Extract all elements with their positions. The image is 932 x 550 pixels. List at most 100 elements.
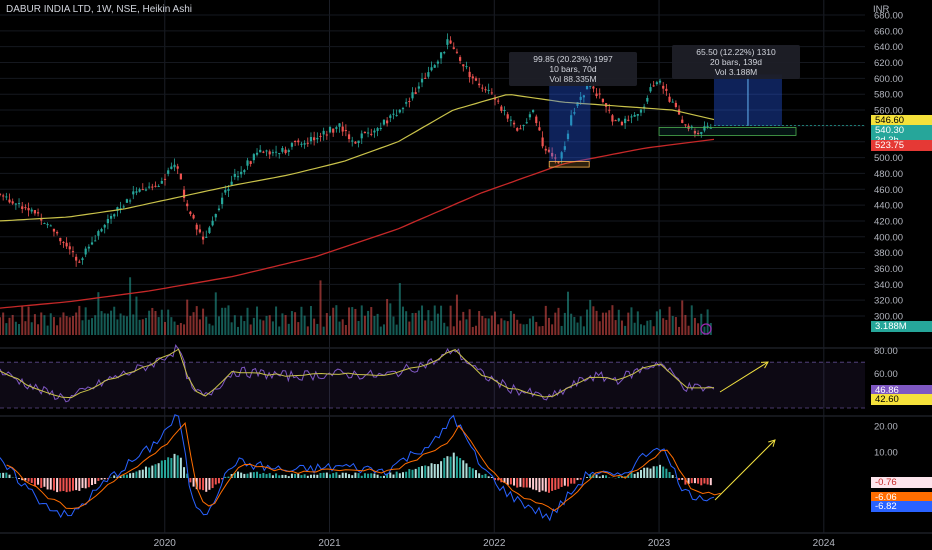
candle-body xyxy=(163,178,167,180)
candle-body xyxy=(395,115,398,117)
candle-body xyxy=(14,203,17,205)
volume-bar xyxy=(649,320,652,335)
candle-body xyxy=(100,229,103,232)
candle-body xyxy=(585,83,589,90)
macd-histogram-bar xyxy=(341,472,344,478)
candle-body xyxy=(208,227,211,233)
volume-bar xyxy=(106,313,109,335)
candle-body xyxy=(392,113,395,115)
candle-body xyxy=(497,100,500,102)
volume-bar xyxy=(306,326,309,335)
candle-body xyxy=(97,231,100,236)
volume-bar xyxy=(468,309,471,335)
candle-body xyxy=(535,116,538,124)
macd-histogram-bar xyxy=(519,478,522,487)
volume-bar xyxy=(24,321,27,335)
macd-histogram-bar xyxy=(116,476,119,478)
macd-histogram-bar xyxy=(601,475,604,478)
price-tick-label: 440.00 xyxy=(874,201,903,212)
measure-1-change: 99.85 (20.23%) 1997 xyxy=(533,54,613,64)
volume-bar xyxy=(573,316,576,335)
candle-body xyxy=(214,213,217,218)
volume-bar xyxy=(87,319,90,335)
volume-bar xyxy=(192,312,195,335)
candle-body xyxy=(328,127,332,133)
candle-body xyxy=(27,208,30,211)
macd-signal-badge: -6.06 xyxy=(871,492,932,503)
macd-histogram-bar xyxy=(281,474,284,478)
candle-body xyxy=(40,218,43,221)
candle-body xyxy=(389,115,392,118)
volume-bar xyxy=(8,317,11,335)
candle-body xyxy=(141,189,144,191)
macd-histogram-bar xyxy=(354,472,357,478)
macd-histogram-bar xyxy=(665,468,668,478)
candle-body xyxy=(71,251,75,253)
volume-bar xyxy=(557,307,560,335)
macd-histogram-bar xyxy=(5,472,8,478)
macd-histogram-bar xyxy=(186,473,189,478)
macd-histogram-bar xyxy=(40,478,43,488)
volume-bar xyxy=(287,323,290,335)
macd-histogram-bar xyxy=(376,474,379,478)
macd-histogram-bar xyxy=(382,475,385,478)
macd-histogram-bar xyxy=(164,460,167,478)
projection-arrow-head xyxy=(768,439,776,447)
candle-body xyxy=(627,119,630,121)
volume-bar xyxy=(129,277,132,335)
macd-histogram-bar xyxy=(652,466,655,478)
macd-histogram-bar xyxy=(655,466,658,478)
measure-2-bars: 20 bars, 139d xyxy=(710,57,762,67)
rsi-ma-badge: 42.60 xyxy=(871,394,932,405)
volume-bar xyxy=(706,309,709,335)
macd-histogram-bar xyxy=(627,474,630,478)
candle-body xyxy=(674,102,677,108)
macd-histogram-bar xyxy=(684,478,687,485)
candle-body xyxy=(186,203,189,207)
candle-body xyxy=(322,130,325,135)
volume-bar xyxy=(652,326,655,335)
candle-body xyxy=(94,240,97,242)
candle-body xyxy=(290,143,294,147)
candle-body xyxy=(116,207,119,211)
price-tick-label: 380.00 xyxy=(874,248,903,259)
candle-body xyxy=(541,137,544,147)
volume-bar xyxy=(303,315,306,335)
candle-body xyxy=(236,176,240,178)
macd-histogram-bar xyxy=(21,478,24,481)
candle-body xyxy=(8,199,11,203)
macd-histogram-bar xyxy=(360,475,363,478)
ma-fast-line xyxy=(0,94,715,222)
candle-body xyxy=(294,141,297,143)
candle-body xyxy=(252,154,255,161)
volume-bar xyxy=(40,312,43,335)
support-box-2022 xyxy=(548,161,590,168)
macd-histogram-bar xyxy=(589,474,592,478)
macd-histogram-bar xyxy=(148,467,151,478)
volume-bar xyxy=(154,310,157,335)
candle-body xyxy=(211,220,214,226)
volume-bar xyxy=(259,319,262,335)
volume-bar xyxy=(386,298,389,335)
candle-body xyxy=(46,224,49,226)
volume-bar xyxy=(37,324,40,335)
macd-tick-label: 20.00 xyxy=(874,422,898,433)
price-tick-label: 620.00 xyxy=(874,58,903,69)
measure-1-bars: 10 bars, 70d xyxy=(549,64,597,74)
macd-histogram-bar xyxy=(56,478,59,493)
volume-bar xyxy=(335,305,338,335)
macd-histogram-bar xyxy=(465,463,468,478)
volume-bar xyxy=(30,322,33,335)
volume-bar xyxy=(389,303,392,335)
macd-histogram-bar xyxy=(284,474,287,478)
macd-histogram-bar xyxy=(138,470,141,478)
price-tick-label: 460.00 xyxy=(874,185,903,196)
macd-histogram-bar xyxy=(370,473,373,478)
candle-body xyxy=(709,127,712,129)
volume-bar xyxy=(481,315,484,335)
macd-histogram-bar xyxy=(221,478,224,480)
volume-bar xyxy=(56,325,59,335)
volume-bar xyxy=(500,318,503,335)
candle-body xyxy=(224,190,227,193)
